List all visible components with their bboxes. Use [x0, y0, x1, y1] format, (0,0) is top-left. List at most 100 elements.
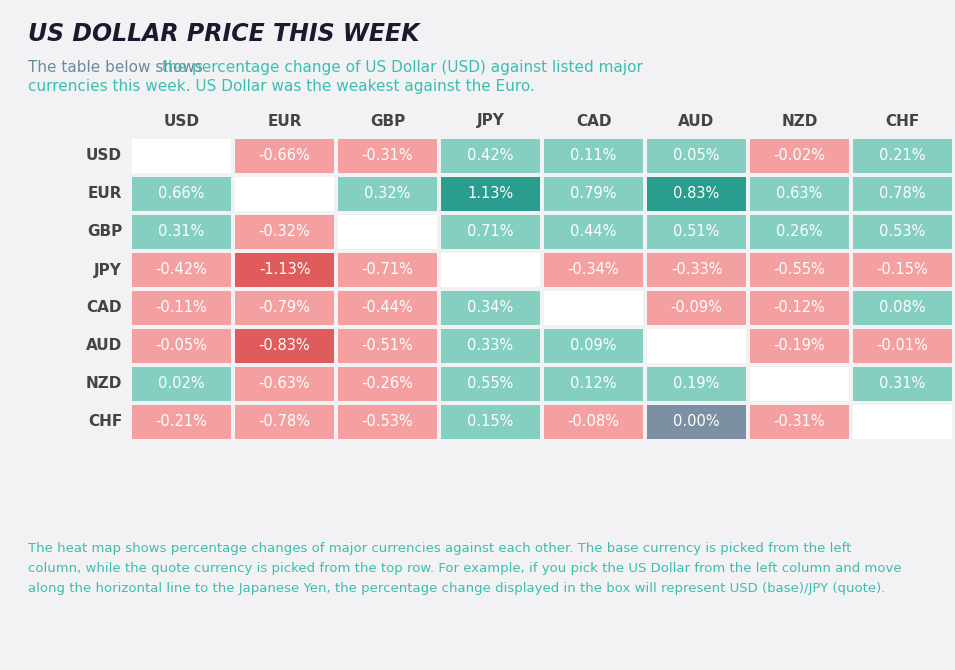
- Text: The table below shows: The table below shows: [28, 60, 208, 75]
- FancyBboxPatch shape: [647, 253, 746, 287]
- Text: NZD: NZD: [781, 113, 817, 129]
- Text: 0.09%: 0.09%: [570, 338, 617, 354]
- Text: -0.31%: -0.31%: [774, 415, 825, 429]
- Text: -0.78%: -0.78%: [259, 415, 310, 429]
- Text: CHF: CHF: [88, 415, 122, 429]
- Text: -0.51%: -0.51%: [362, 338, 414, 354]
- FancyBboxPatch shape: [544, 405, 643, 439]
- FancyBboxPatch shape: [544, 291, 643, 325]
- FancyBboxPatch shape: [853, 253, 952, 287]
- FancyBboxPatch shape: [132, 215, 231, 249]
- Text: 0.19%: 0.19%: [673, 377, 720, 391]
- Text: -0.12%: -0.12%: [774, 301, 825, 316]
- Text: -0.71%: -0.71%: [362, 263, 414, 277]
- Text: 0.79%: 0.79%: [570, 186, 617, 202]
- FancyBboxPatch shape: [235, 291, 334, 325]
- FancyBboxPatch shape: [853, 405, 952, 439]
- Text: -0.79%: -0.79%: [259, 301, 310, 316]
- FancyBboxPatch shape: [853, 139, 952, 173]
- Text: 0.55%: 0.55%: [467, 377, 514, 391]
- Text: GBP: GBP: [370, 113, 405, 129]
- FancyBboxPatch shape: [235, 253, 334, 287]
- FancyBboxPatch shape: [441, 215, 540, 249]
- Text: -0.53%: -0.53%: [362, 415, 414, 429]
- FancyBboxPatch shape: [647, 177, 746, 211]
- FancyBboxPatch shape: [544, 139, 643, 173]
- Text: the percentage change of US Dollar (USD) against listed major: the percentage change of US Dollar (USD)…: [162, 60, 643, 75]
- FancyBboxPatch shape: [853, 291, 952, 325]
- Text: US DOLLAR PRICE THIS WEEK: US DOLLAR PRICE THIS WEEK: [28, 22, 419, 46]
- Text: 0.31%: 0.31%: [880, 377, 925, 391]
- FancyBboxPatch shape: [441, 253, 540, 287]
- FancyBboxPatch shape: [132, 253, 231, 287]
- Text: -0.66%: -0.66%: [259, 149, 310, 163]
- FancyBboxPatch shape: [853, 329, 952, 363]
- Text: 0.05%: 0.05%: [673, 149, 720, 163]
- Text: 0.51%: 0.51%: [673, 224, 720, 239]
- FancyBboxPatch shape: [132, 139, 231, 173]
- Text: 0.34%: 0.34%: [467, 301, 514, 316]
- Text: 0.21%: 0.21%: [880, 149, 925, 163]
- Text: 0.32%: 0.32%: [364, 186, 411, 202]
- Text: AUD: AUD: [86, 338, 122, 354]
- Text: CAD: CAD: [576, 113, 611, 129]
- FancyBboxPatch shape: [647, 329, 746, 363]
- Text: EUR: EUR: [88, 186, 122, 202]
- Text: GBP: GBP: [87, 224, 122, 239]
- Text: 0.08%: 0.08%: [880, 301, 925, 316]
- Text: -0.26%: -0.26%: [362, 377, 414, 391]
- Text: 0.12%: 0.12%: [570, 377, 617, 391]
- Text: -0.44%: -0.44%: [362, 301, 414, 316]
- Text: 0.78%: 0.78%: [880, 186, 925, 202]
- FancyBboxPatch shape: [441, 367, 540, 401]
- Text: -0.55%: -0.55%: [774, 263, 825, 277]
- Text: 0.15%: 0.15%: [467, 415, 514, 429]
- FancyBboxPatch shape: [132, 405, 231, 439]
- Text: The heat map shows percentage changes of major currencies against each other. Th: The heat map shows percentage changes of…: [28, 542, 851, 555]
- Text: 0.31%: 0.31%: [159, 224, 204, 239]
- FancyBboxPatch shape: [338, 177, 437, 211]
- FancyBboxPatch shape: [750, 215, 849, 249]
- Text: -0.63%: -0.63%: [259, 377, 310, 391]
- Text: -0.33%: -0.33%: [670, 263, 722, 277]
- FancyBboxPatch shape: [235, 405, 334, 439]
- FancyBboxPatch shape: [235, 367, 334, 401]
- Text: 0.26%: 0.26%: [776, 224, 823, 239]
- Text: -0.42%: -0.42%: [156, 263, 207, 277]
- FancyBboxPatch shape: [750, 329, 849, 363]
- Text: -0.02%: -0.02%: [774, 149, 825, 163]
- FancyBboxPatch shape: [544, 177, 643, 211]
- FancyBboxPatch shape: [750, 139, 849, 173]
- FancyBboxPatch shape: [132, 177, 231, 211]
- Text: 1.13%: 1.13%: [467, 186, 514, 202]
- FancyBboxPatch shape: [235, 139, 334, 173]
- FancyBboxPatch shape: [750, 253, 849, 287]
- FancyBboxPatch shape: [544, 215, 643, 249]
- FancyBboxPatch shape: [338, 329, 437, 363]
- Text: 0.11%: 0.11%: [570, 149, 617, 163]
- FancyBboxPatch shape: [853, 367, 952, 401]
- FancyBboxPatch shape: [235, 177, 334, 211]
- Text: -0.11%: -0.11%: [156, 301, 207, 316]
- Text: -0.21%: -0.21%: [156, 415, 207, 429]
- Text: -0.05%: -0.05%: [156, 338, 207, 354]
- Text: AUD: AUD: [678, 113, 714, 129]
- Text: CHF: CHF: [885, 113, 920, 129]
- Text: NZD: NZD: [86, 377, 122, 391]
- FancyBboxPatch shape: [235, 215, 334, 249]
- FancyBboxPatch shape: [441, 291, 540, 325]
- FancyBboxPatch shape: [132, 367, 231, 401]
- Text: -0.31%: -0.31%: [362, 149, 414, 163]
- Text: -0.32%: -0.32%: [259, 224, 310, 239]
- FancyBboxPatch shape: [441, 177, 540, 211]
- Text: -0.34%: -0.34%: [567, 263, 619, 277]
- FancyBboxPatch shape: [441, 139, 540, 173]
- Text: 0.83%: 0.83%: [673, 186, 720, 202]
- Text: along the horizontal line to the Japanese Yen, the percentage change displayed i: along the horizontal line to the Japanes…: [28, 582, 885, 595]
- FancyBboxPatch shape: [544, 367, 643, 401]
- FancyBboxPatch shape: [441, 329, 540, 363]
- Text: CAD: CAD: [87, 301, 122, 316]
- Text: 0.44%: 0.44%: [570, 224, 617, 239]
- FancyBboxPatch shape: [338, 215, 437, 249]
- Text: currencies this week. US Dollar was the weakest against the Euro.: currencies this week. US Dollar was the …: [28, 79, 535, 94]
